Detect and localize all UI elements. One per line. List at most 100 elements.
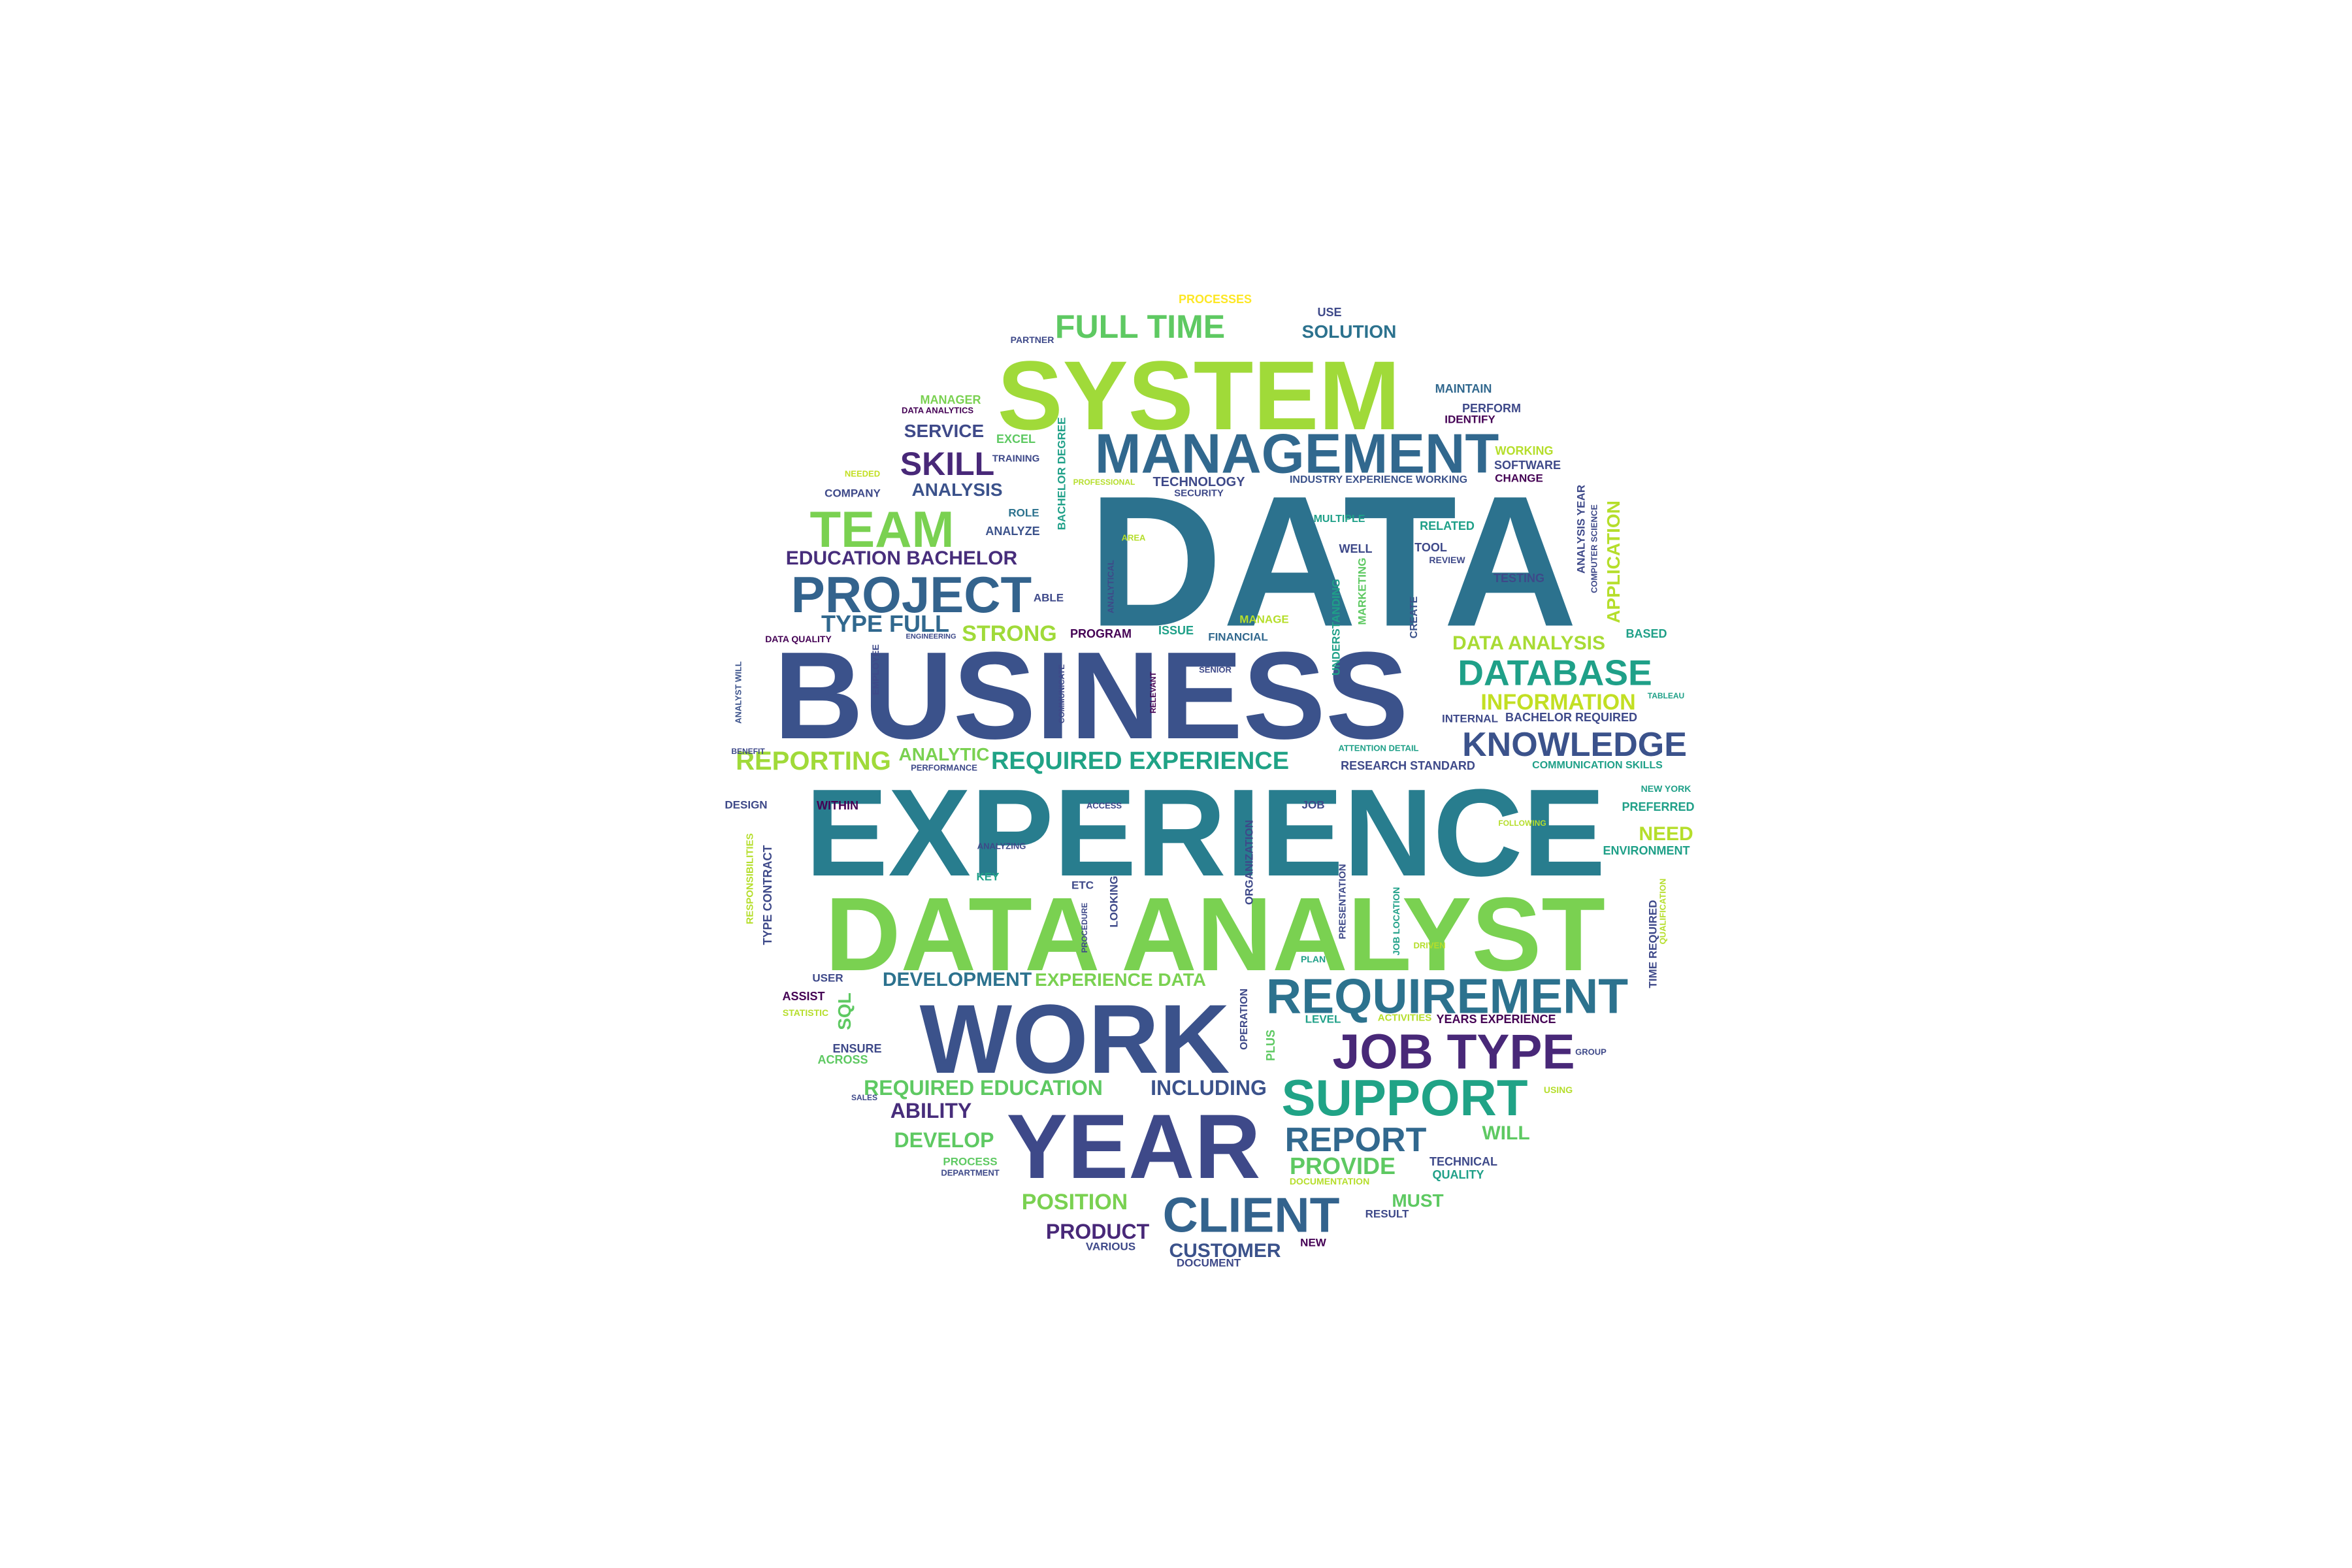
cloud-word: PROCESSES — [1178, 293, 1252, 306]
cloud-word: CREATE — [1409, 596, 1420, 639]
cloud-word: PROGRAM — [1070, 627, 1132, 640]
cloud-word: TESTING — [1493, 572, 1545, 585]
cloud-word: UNDERSTANDING — [1330, 579, 1343, 676]
cloud-word: INFORMATION — [1480, 690, 1636, 715]
cloud-word: REVIEW — [1429, 555, 1465, 565]
cloud-word: EXCEL — [996, 433, 1036, 446]
cloud-word: RESPONSIBILITIES — [744, 833, 756, 924]
cloud-word: PARTNER — [1010, 335, 1054, 345]
cloud-word: EDUCATION BACHELOR — [785, 547, 1018, 569]
cloud-word: SOLUTION — [1301, 321, 1397, 342]
cloud-word: PRESENTATION — [1337, 864, 1348, 939]
cloud-word: TECHNOLOGY — [1152, 475, 1245, 489]
cloud-word: APPLICATION — [1603, 500, 1624, 623]
cloud-word: REPORTING — [736, 747, 891, 776]
cloud-word: COMMUNICATION SKILLS — [1532, 760, 1663, 771]
cloud-word: ETC — [1071, 879, 1094, 892]
cloud-word: YEARS EXPERIENCE — [1436, 1013, 1556, 1026]
cloud-word: TOOL — [1414, 541, 1447, 554]
cloud-word: DATA ANALYSIS — [1452, 632, 1605, 654]
cloud-word: PROCEDURE — [1080, 902, 1089, 953]
cloud-word: IDENTIFY — [1445, 413, 1495, 426]
cloud-word: SENIOR — [1199, 664, 1232, 675]
cloud-word: REQUIRED EXPERIENCE — [990, 747, 1290, 775]
cloud-word: WITHIN — [817, 799, 858, 812]
cloud-word: MULTIPLE — [1313, 514, 1365, 525]
cloud-word: PLUS — [1264, 1029, 1277, 1062]
cloud-word: DATA ANALYTICS — [901, 405, 974, 416]
cloud-word: RESULT — [1365, 1207, 1409, 1220]
cloud-word: WILL — [1482, 1122, 1530, 1144]
cloud-word: JOB TYPE — [1332, 1024, 1575, 1079]
cloud-word: RESEARCH STANDARD — [1341, 759, 1475, 772]
cloud-word: AREA — [1121, 532, 1146, 543]
cloud-word: PERFORM — [1462, 402, 1521, 415]
cloud-word: ORGANIZATION — [1243, 819, 1256, 906]
cloud-word: ABLE — [1033, 591, 1064, 604]
cloud-word: EXPERIENCE DATA — [1035, 970, 1206, 990]
cloud-word: DEVELOP — [894, 1128, 994, 1152]
cloud-word: ANALYSIS — [911, 480, 1003, 500]
cloud-word: BENEFIT — [731, 747, 765, 756]
cloud-word: FULL TIME — [1054, 308, 1226, 345]
cloud-word: NEEDED — [844, 468, 881, 479]
cloud-word: QUALIFICATION — [1658, 878, 1668, 945]
cloud-word: JOB LOCATION — [1391, 887, 1401, 956]
cloud-word: ROLE — [1008, 506, 1039, 519]
cloud-word: ACCESS — [1086, 800, 1122, 811]
cloud-word: SKILL — [900, 446, 995, 482]
cloud-word: DATA — [1088, 457, 1578, 666]
cloud-word: TABLEAU — [1647, 691, 1685, 700]
cloud-word: NEW YORK — [1641, 783, 1691, 794]
cloud-word: ACROSS — [817, 1053, 868, 1066]
cloud-word: ANALYTIC — [898, 744, 990, 764]
cloud-word: TRAINING — [992, 453, 1040, 465]
cloud-word: REPORT — [1284, 1121, 1427, 1159]
cloud-word: KEY — [976, 870, 1000, 883]
cloud-word: VARIOUS — [1085, 1240, 1136, 1253]
cloud-word: GROUP — [1575, 1047, 1607, 1057]
cloud-word: USING — [1543, 1085, 1573, 1095]
cloud-word: ABILITY — [890, 1099, 972, 1122]
cloud-word: PLAN — [1300, 954, 1326, 964]
cloud-word: ANALYZE — [985, 525, 1040, 538]
cloud-word: ENSURE — [832, 1042, 882, 1055]
cloud-word: TYPE CONTRACT — [761, 845, 774, 945]
cloud-word: LOOKING — [1107, 875, 1120, 928]
cloud-word: DEPARTMENT — [941, 1168, 1000, 1178]
cloud-word: ENGINEERING — [906, 632, 956, 641]
cloud-word: SUPPORT — [1281, 1069, 1528, 1126]
cloud-word: SYSTEM — [997, 340, 1401, 450]
cloud-word: YEAR — [1006, 1095, 1261, 1198]
cloud-word: MANAGE — [1239, 613, 1289, 626]
cloud-word: INCLUDING — [1151, 1076, 1267, 1100]
cloud-word: DOCUMENTATION — [1289, 1176, 1370, 1186]
cloud-word: DATA QUALITY — [765, 634, 832, 644]
cloud-word: REQUIREMENT — [1266, 968, 1629, 1024]
cloud-word: USE — [1317, 306, 1342, 319]
cloud-word: MUST — [1392, 1190, 1444, 1211]
cloud-word: PREFERRED — [1622, 800, 1695, 813]
cloud-word: TYPE FULL — [821, 610, 949, 637]
cloud-word: FOLLOWING — [1498, 819, 1546, 828]
cloud-word: COMPANY — [825, 487, 881, 500]
cloud-word: DATA ANALYST — [825, 875, 1606, 992]
cloud-word: NEED — [1639, 823, 1693, 845]
cloud-word: PRODUCT — [1045, 1220, 1150, 1243]
cloud-word: ANALYSIS YEAR — [1575, 484, 1588, 574]
cloud-word: ENVIRONMENT — [1603, 844, 1690, 857]
cloud-word: DESIGN — [725, 798, 768, 811]
cloud-word: TEAM — [809, 500, 955, 558]
cloud-word: ANALYST WILL — [733, 661, 743, 724]
cloud-word: EXPERIENCE — [805, 764, 1606, 902]
cloud-word: INDUSTRY EXPERIENCE WORKING — [1289, 474, 1468, 485]
cloud-word: POSITION — [1021, 1190, 1128, 1215]
cloud-word: SQL — [834, 992, 855, 1030]
cloud-word: PROFESSIONAL — [1073, 478, 1135, 487]
cloud-word: ASSIST — [782, 990, 825, 1003]
cloud-word: DATABASE — [1458, 652, 1652, 693]
cloud-word: CHANGE — [1495, 472, 1543, 485]
cloud-word: WORK — [919, 984, 1230, 1094]
cloud-word: WELL — [1339, 542, 1373, 555]
